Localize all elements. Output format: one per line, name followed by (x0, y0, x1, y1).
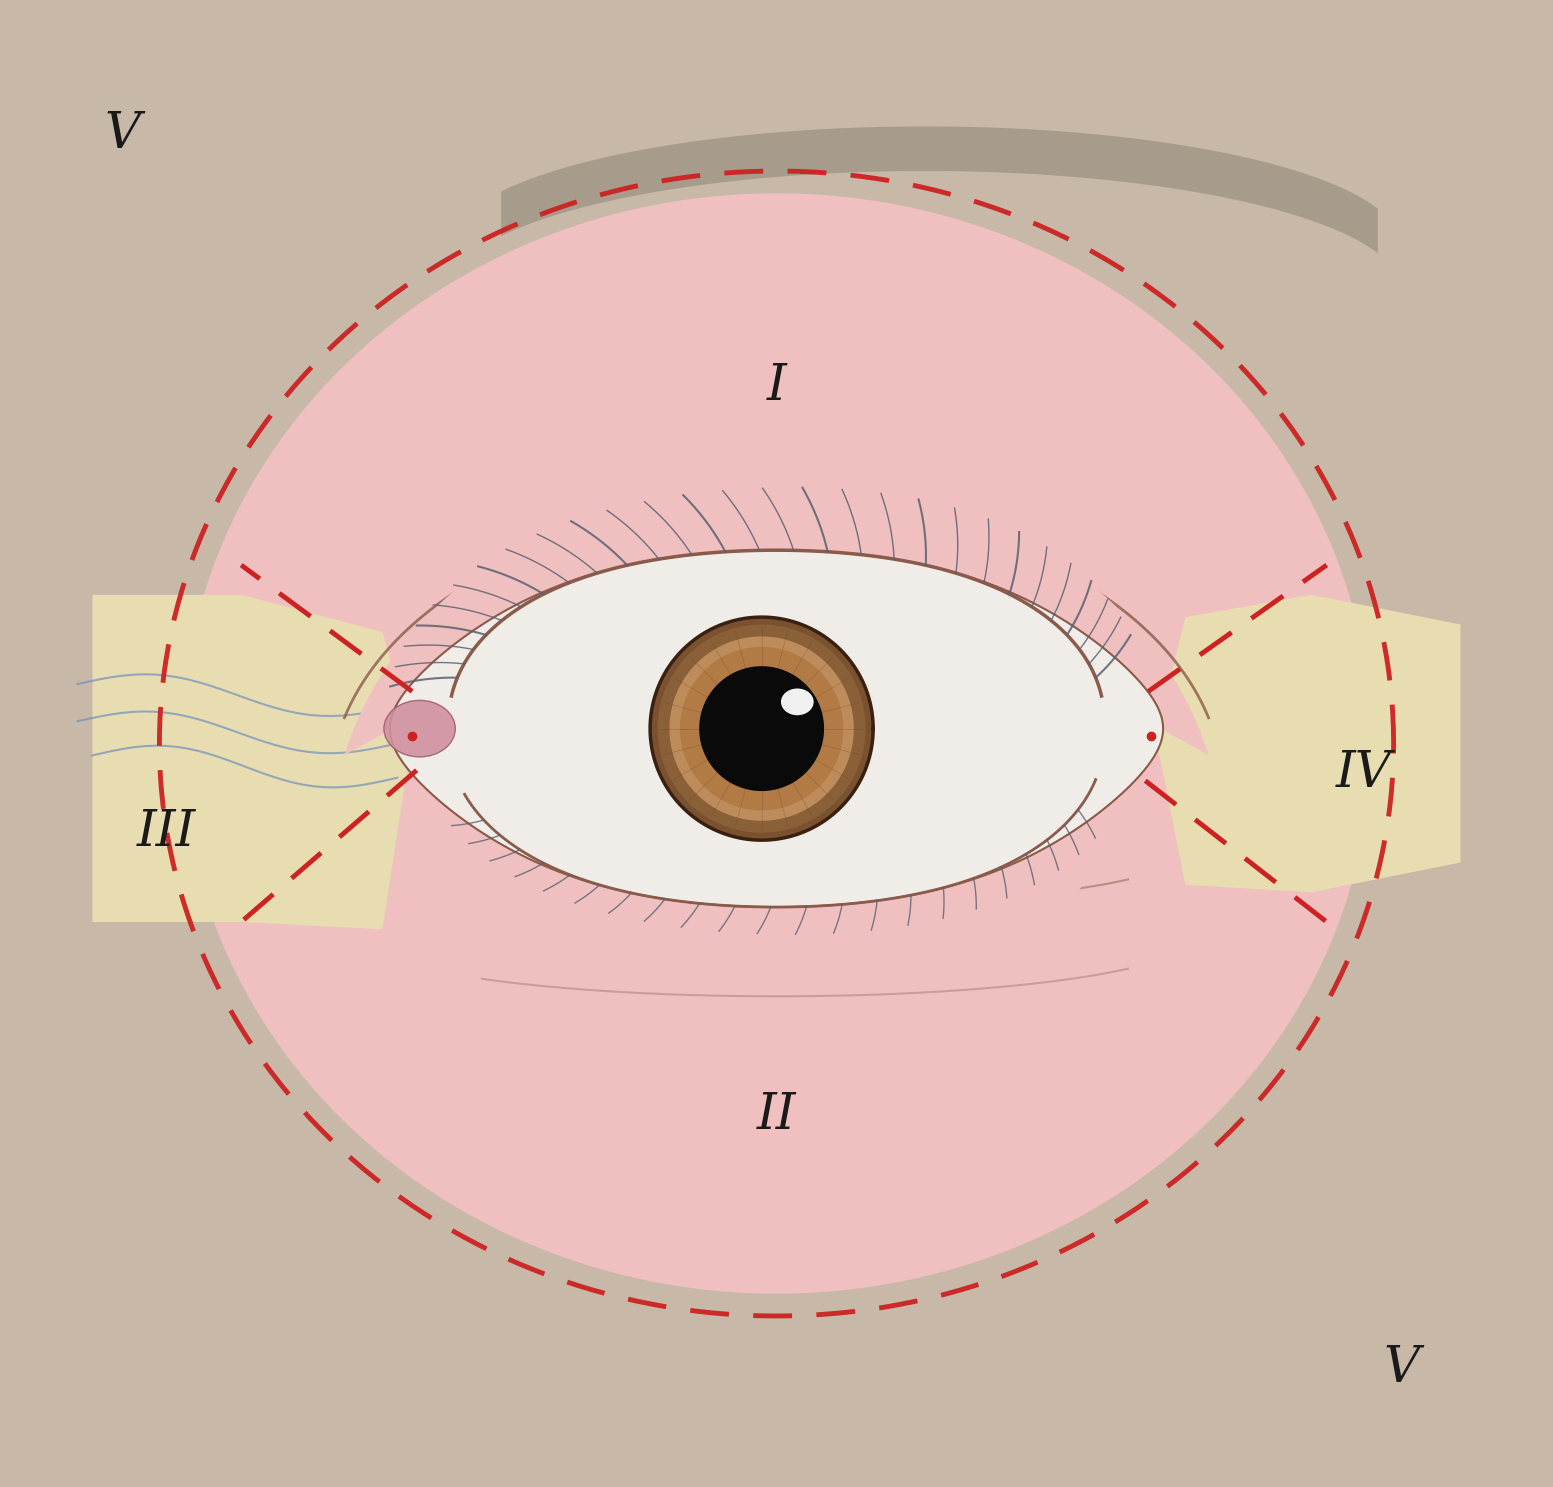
Polygon shape (657, 625, 865, 833)
Text: V: V (104, 109, 140, 159)
Text: I: I (767, 361, 786, 412)
Polygon shape (1155, 595, 1460, 892)
Polygon shape (502, 126, 1378, 253)
Text: IV: IV (1336, 748, 1391, 799)
Polygon shape (182, 193, 1371, 1294)
Text: III: III (137, 807, 197, 858)
Text: II: II (756, 1090, 797, 1141)
Polygon shape (93, 595, 412, 929)
Polygon shape (390, 550, 1163, 907)
Polygon shape (651, 617, 873, 840)
Polygon shape (699, 666, 825, 791)
Polygon shape (680, 647, 843, 810)
Polygon shape (669, 636, 854, 821)
Text: V: V (1384, 1343, 1419, 1393)
Ellipse shape (781, 688, 814, 715)
Polygon shape (464, 779, 1096, 989)
Polygon shape (345, 476, 1208, 755)
Ellipse shape (384, 700, 455, 757)
